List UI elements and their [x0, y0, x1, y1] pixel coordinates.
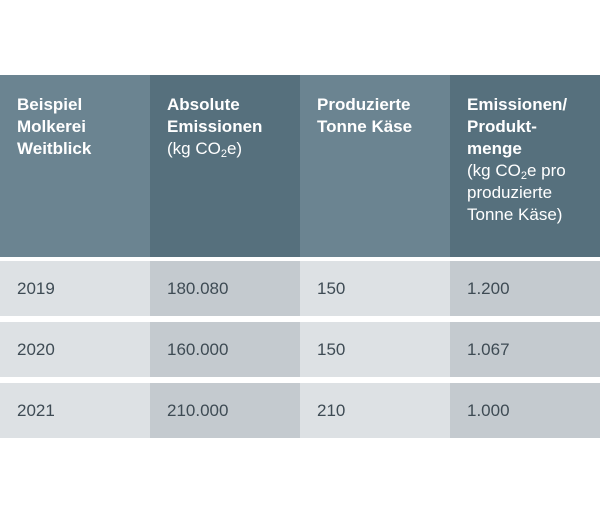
table-row: 2021 210.000 210 1.000	[0, 383, 600, 438]
cell-tonnes: 150	[300, 322, 450, 377]
cell-tonnes: 150	[300, 261, 450, 316]
cell-per-unit: 1.067	[450, 322, 600, 377]
header-emissions-per-unit: Emissionen/ Produkt- menge (kg CO2e pro …	[450, 75, 600, 257]
cell-absolute: 160.000	[150, 322, 300, 377]
header-example: Beispiel Molkerei Weitblick	[0, 75, 150, 257]
table-row: 2020 160.000 150 1.067	[0, 322, 600, 377]
cell-year: 2020	[0, 322, 150, 377]
unit-label: (kg CO2e pro	[467, 161, 566, 182]
cell-per-unit: 1.000	[450, 383, 600, 438]
cell-absolute: 180.080	[150, 261, 300, 316]
cell-year: 2021	[0, 383, 150, 438]
header-produced-tonnes: Produzierte Tonne Käse	[300, 75, 450, 257]
cell-per-unit: 1.200	[450, 261, 600, 316]
table-header-row: Beispiel Molkerei Weitblick Absolute Emi…	[0, 75, 600, 257]
cell-tonnes: 210	[300, 383, 450, 438]
cell-absolute: 210.000	[150, 383, 300, 438]
table-row: 2019 180.080 150 1.200	[0, 261, 600, 316]
emissions-table: Beispiel Molkerei Weitblick Absolute Emi…	[0, 75, 600, 438]
header-absolute-emissions: Absolute Emissionen (kg CO2e)	[150, 75, 300, 257]
unit-label: (kg CO2e)	[167, 139, 243, 160]
cell-year: 2019	[0, 261, 150, 316]
